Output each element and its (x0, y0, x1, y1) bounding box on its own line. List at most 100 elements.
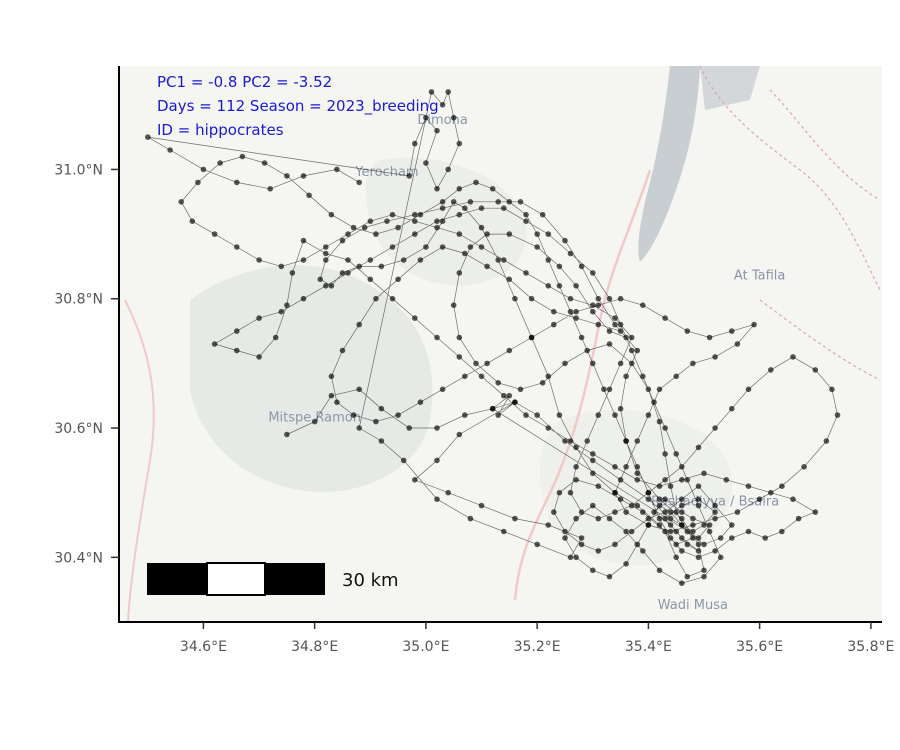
gps-point (729, 535, 735, 541)
gps-point (640, 548, 646, 554)
gps-point (695, 548, 702, 554)
gps-point (801, 464, 807, 470)
gps-point (501, 257, 507, 263)
gps-point (145, 134, 151, 140)
gps-point (651, 399, 657, 406)
gps-point (673, 554, 679, 561)
gps-point (712, 502, 718, 509)
gps-point (306, 192, 312, 199)
gps-point (628, 347, 635, 354)
gps-point (417, 211, 424, 218)
gps-point (439, 244, 446, 250)
gps-point (478, 244, 485, 250)
gps-point (445, 489, 452, 496)
gps-point (334, 399, 340, 406)
gps-point (645, 412, 652, 418)
gps-point (300, 295, 307, 302)
gps-point (501, 205, 507, 211)
gps-point (640, 373, 646, 380)
gps-point (756, 496, 763, 503)
gps-point (768, 489, 774, 496)
gps-point (656, 386, 663, 393)
gps-point (673, 451, 679, 457)
gps-point (578, 541, 585, 548)
gps-point (645, 489, 652, 496)
gps-point (679, 464, 685, 470)
gps-point (434, 186, 440, 192)
gps-point (389, 211, 396, 218)
gps-point (339, 347, 346, 354)
gps-point (779, 483, 785, 490)
gps-point (567, 489, 574, 496)
gps-point (695, 483, 702, 490)
gps-point (595, 302, 602, 309)
y-tick-label: 31.0°N (54, 162, 103, 178)
gps-point (506, 276, 513, 283)
gps-point (567, 295, 574, 302)
gps-point (278, 308, 285, 315)
gps-point (467, 515, 474, 522)
gps-point (489, 405, 496, 412)
scale-bar-segment (206, 562, 266, 596)
gps-point (578, 334, 585, 341)
gps-point (612, 321, 618, 328)
gps-point (284, 431, 290, 438)
gps-point (339, 237, 346, 244)
gps-point (395, 412, 401, 418)
gps-point (345, 257, 351, 263)
gps-point (573, 554, 579, 561)
gps-point (406, 173, 413, 179)
gps-point (456, 211, 463, 218)
gps-point (679, 477, 685, 483)
track-layer (145, 89, 841, 586)
gps-point (217, 160, 223, 166)
gps-point (412, 218, 418, 224)
gps-point (662, 515, 668, 522)
gps-point (373, 418, 379, 425)
gps-point (662, 425, 668, 431)
gps-point (462, 373, 468, 380)
gps-point (462, 205, 468, 211)
gps-point (267, 186, 274, 192)
gps-point (567, 554, 574, 561)
gps-point (350, 224, 357, 231)
gps-point (645, 496, 652, 503)
gps-point (534, 244, 540, 250)
gps-point (634, 438, 641, 444)
gps-point (256, 315, 262, 321)
gps-point (578, 263, 585, 270)
gps-point (634, 347, 641, 354)
gps-point (628, 334, 635, 341)
gps-point (434, 425, 440, 431)
gps-point (345, 270, 351, 276)
gps-point (234, 179, 240, 186)
gps-point (373, 231, 379, 237)
gps-point (400, 457, 407, 464)
gps-point (350, 412, 357, 418)
gps-point (695, 535, 702, 541)
gps-point (679, 535, 685, 541)
gps-point (734, 509, 741, 515)
gps-point (567, 438, 574, 444)
gps-point (389, 244, 396, 250)
gps-point (729, 522, 735, 528)
gps-point (623, 464, 629, 470)
gps-point (628, 502, 635, 509)
gps-point (823, 438, 830, 444)
gps-point (478, 373, 485, 380)
gps-point (345, 231, 351, 237)
gps-point (517, 199, 524, 205)
gps-point (506, 347, 513, 354)
gps-point (434, 218, 440, 224)
gps-point (662, 451, 668, 457)
gps-point (573, 515, 579, 522)
gps-point (628, 528, 635, 535)
map-place-label: At Tafila (734, 268, 785, 283)
border-line (769, 89, 881, 201)
gps-point (595, 321, 602, 328)
gps-point (562, 528, 568, 535)
gps-point (434, 334, 440, 341)
gps-point (367, 218, 374, 224)
gps-point (595, 515, 602, 522)
gps-point (690, 528, 696, 535)
